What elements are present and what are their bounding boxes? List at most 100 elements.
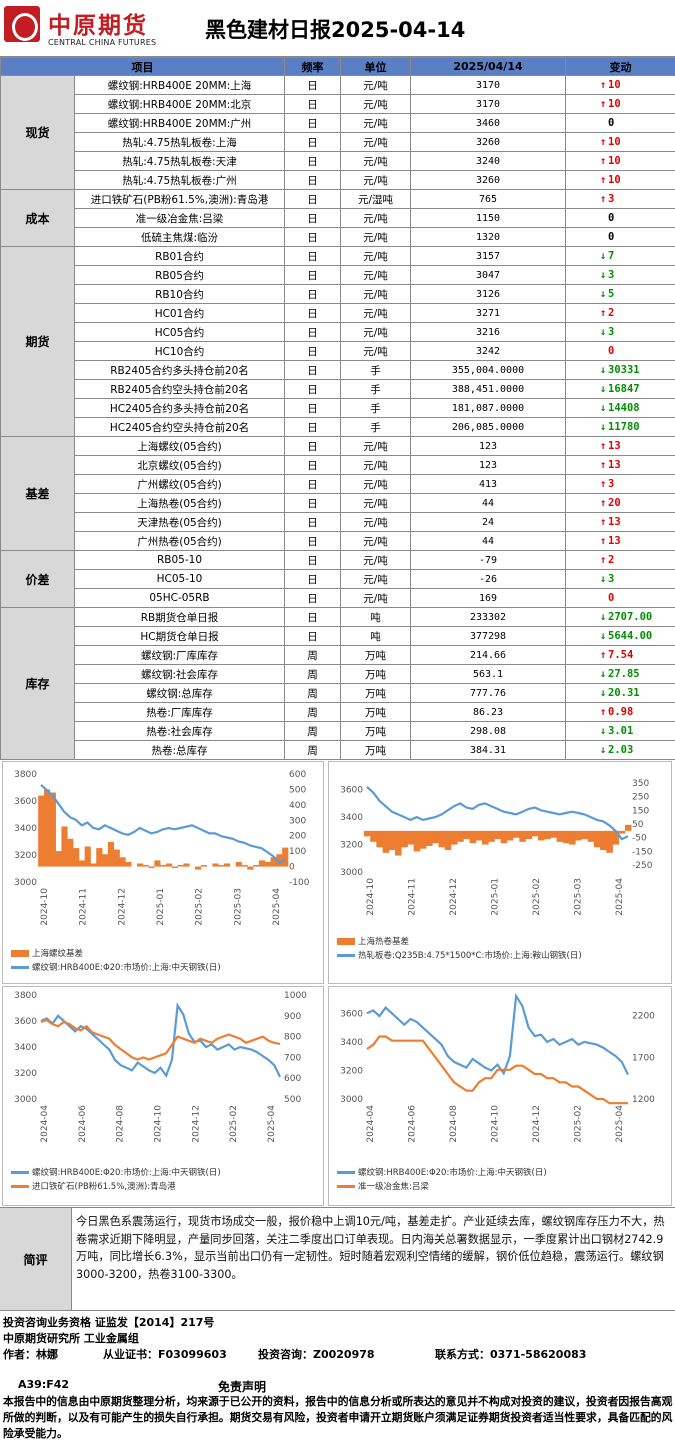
unit-cell: 元/吨: [340, 455, 411, 475]
basis-bar: [160, 865, 167, 867]
y-left-tick-label: 3200: [14, 1069, 37, 1079]
y-left-tick-label: 3200: [340, 841, 363, 851]
frequency-cell: 日: [284, 132, 341, 152]
item-cell: 热卷:厂库库存: [74, 702, 285, 722]
x-tick-label: 2024-11: [79, 888, 89, 926]
change-cell: ↓ 5: [565, 284, 675, 304]
y-left-tick-label: 3600: [340, 1009, 363, 1019]
change-cell: ↑ 13: [565, 436, 675, 456]
legend-label: 进口铁矿石(PB粉61.5%,澳洲):青岛港: [32, 1182, 176, 1192]
change-value: 7.54: [608, 649, 634, 661]
y-right-tick-label: 500: [289, 785, 306, 795]
basis-bar: [200, 865, 208, 867]
basis-bar: [107, 841, 115, 867]
frequency-cell: 周: [284, 740, 341, 760]
basis-bar: [419, 830, 427, 849]
value-cell: 3126: [410, 284, 566, 304]
table-row: 螺纹钢:厂库库存周万吨 214.66 ↑ 7.54: [1, 645, 675, 665]
unit-cell: 元/吨: [340, 550, 411, 570]
y-right-tick-label: 600: [289, 770, 306, 780]
change-value: 14408: [608, 402, 640, 414]
y-right-tick-label: 100: [289, 847, 306, 857]
x-tick-label: 2025-03: [574, 878, 584, 916]
unit-cell: 元/吨: [340, 132, 411, 152]
frequency-cell: 日: [284, 436, 341, 456]
table-row: 低硫主焦煤:临汾日元/吨 1320 0: [1, 227, 675, 247]
table-row: HC05合约日元/吨 3216 ↓ 3: [1, 322, 675, 342]
y-left-tick-label: 3000: [340, 868, 363, 878]
series-line: [366, 992, 629, 1076]
item-cell: 螺纹钢:社会库存: [74, 664, 285, 684]
data-table: 项目 频率 单位 2025/04/14 变动 现货 螺纹钢:HRB400E 20M…: [0, 57, 675, 760]
frequency-cell: 日: [284, 550, 341, 570]
item-cell: 上海螺纹(05合约): [74, 436, 285, 456]
basis-bar: [258, 860, 266, 867]
legend-entry: 螺纹钢:HRB400E:Φ20:市场价:上海:中天钢铁(日): [11, 962, 319, 974]
value-cell: 24: [410, 512, 566, 532]
item-cell: 热卷:社会库存: [74, 721, 285, 741]
basis-bar: [136, 863, 144, 867]
item-cell: HC2405合约空头持仓前20名: [74, 417, 285, 437]
arrow-down-icon: ↓: [600, 668, 607, 680]
table-row: 热卷:社会库存周万吨 298.08 ↓ 3.01: [1, 721, 675, 741]
change-value: 30331: [608, 364, 640, 376]
basis-bar: [195, 866, 202, 870]
unit-cell: 元/吨: [340, 246, 411, 266]
disclaimer-text: 本报告中的信息由中原期货整理分析，均来源于已公开的资料，报告中的信息分析或所表达…: [3, 1395, 673, 1440]
table-row: 05HC-05RB 日元/吨 169 0: [1, 588, 675, 608]
category-cell: 基差: [0, 436, 75, 551]
basis-bar: [171, 866, 178, 869]
unit-cell: 元/吨: [340, 265, 411, 285]
basis-bar: [38, 795, 45, 867]
y-left-tick-label: 3000: [14, 1095, 37, 1105]
value-cell: 3216: [410, 322, 566, 342]
qualification-line: 投资咨询业务资格 证监发【2014】217号: [3, 1316, 215, 1329]
unit-cell: 元/吨: [340, 531, 411, 551]
chart-shanghai-rebar-basis: 3800 3600 3400 3200 3000 600 500 400 300 200 100 0 -…: [2, 761, 324, 984]
basis-bar: [73, 848, 80, 867]
category-cell: 期货: [0, 246, 75, 437]
commentary-section: 简评 今日黑色系震荡运行，现货市场成交一般，报价稳中上调10元/吨，基差走扩。产…: [0, 1207, 675, 1311]
change-cell: ↑ 13: [565, 455, 675, 475]
x-tick-label: 2024-04: [40, 1105, 50, 1143]
y-right-tick-label: 600: [284, 1074, 301, 1084]
col-header-frequency: 频率: [284, 57, 341, 76]
y-left-tick-label: 3000: [340, 1095, 363, 1105]
basis-bar: [241, 865, 248, 867]
contact-phone: 联系方式：0371-58620083: [435, 1348, 587, 1361]
value-cell: 413: [410, 474, 566, 494]
frequency-cell: 日: [284, 189, 341, 209]
value-cell: 3157: [410, 246, 566, 266]
commentary-text: 今日黑色系震荡运行，现货市场成交一般，报价稳中上调10元/吨，基差走扩。产业延续…: [76, 1215, 665, 1281]
basis-bar: [84, 846, 91, 867]
frequency-cell: 日: [284, 151, 341, 171]
item-cell: 螺纹钢:厂库库存: [74, 645, 285, 665]
item-cell: HC10合约: [74, 341, 285, 361]
legend-swatch: [337, 938, 355, 945]
value-cell: 86.23: [410, 702, 566, 722]
change-value: 10: [608, 136, 621, 148]
change-value: 27.85: [608, 668, 640, 680]
x-tick-label: 2024-10: [154, 1105, 164, 1143]
item-cell: 05HC-05RB: [74, 588, 285, 608]
arrow-up-icon: ↑: [600, 535, 607, 547]
report-header: 中原期货 CENTRAL CHINA FUTURES 黑色建材日报2025-04…: [0, 0, 675, 57]
legend-entry: 上海热卷基差: [337, 936, 667, 948]
table-row: RB2405合约空头持仓前20名日手 388,451.0000 ↓ 16847: [1, 379, 675, 399]
change-cell: ↓ 5644.00: [565, 626, 675, 646]
table-row: 天津热卷(05合约) 日元/吨 24 ↑ 13: [1, 512, 675, 532]
change-cell: ↓ 11780: [565, 417, 675, 437]
certificate-number: 从业证书：F03099603: [103, 1348, 227, 1361]
x-tick-label: 2025-02: [229, 1105, 239, 1143]
item-cell: RB05合约: [74, 265, 285, 285]
table-row: RB05合约日元/吨 3047 ↓ 3: [1, 265, 675, 285]
chart-svg: 3800 3600 3400 3200 3000 600 500 400 300 200 100 0 -…: [14, 770, 310, 926]
value-cell: 777.76: [410, 683, 566, 703]
item-cell: 上海热卷(05合约): [74, 493, 285, 513]
basis-bar: [270, 857, 277, 867]
value-cell: 123: [410, 436, 566, 456]
arrow-up-icon: ↑: [600, 554, 607, 566]
frequency-cell: 日: [284, 322, 341, 342]
basis-bar: [183, 863, 190, 867]
change-cell: ↓ 7: [565, 246, 675, 266]
